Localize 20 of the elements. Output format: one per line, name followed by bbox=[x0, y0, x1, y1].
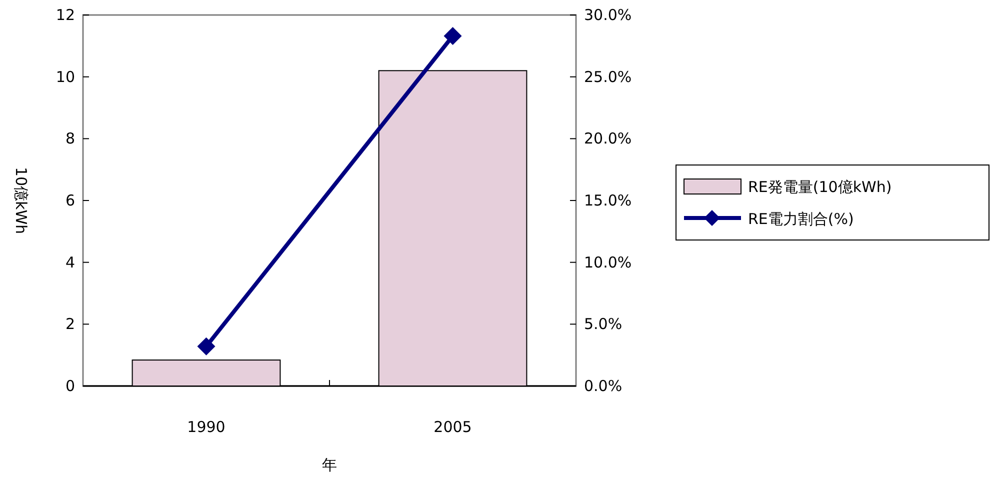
y2-tick-label: 30.0% bbox=[584, 6, 632, 24]
y-tick-label: 8 bbox=[65, 130, 75, 148]
x-tick-label: 1990 bbox=[187, 418, 226, 436]
legend-label: RE電力割合(%) bbox=[748, 210, 854, 228]
y2-tick-label: 15.0% bbox=[584, 192, 632, 210]
y2-tick-label: 25.0% bbox=[584, 68, 632, 86]
y2-tick-label: 0.0% bbox=[584, 377, 622, 395]
y2-tick-label: 5.0% bbox=[584, 315, 622, 334]
x-tick-label: 2005 bbox=[434, 418, 472, 436]
y-axis-title: 10億kWh bbox=[12, 166, 30, 234]
y-tick-label: 0 bbox=[65, 377, 75, 395]
y-tick-label: 6 bbox=[65, 192, 75, 210]
legend-label: RE発電量(10億kWh) bbox=[748, 178, 892, 196]
y-tick-label: 12 bbox=[56, 6, 75, 24]
x-axis-title: 年 bbox=[322, 456, 337, 474]
y2-tick-label: 20.0% bbox=[584, 130, 632, 148]
y-tick-label: 2 bbox=[65, 315, 75, 334]
y-tick-label: 10 bbox=[56, 68, 75, 86]
y-tick-label: 4 bbox=[65, 253, 75, 272]
y2-tick-label: 10.0% bbox=[584, 253, 632, 272]
